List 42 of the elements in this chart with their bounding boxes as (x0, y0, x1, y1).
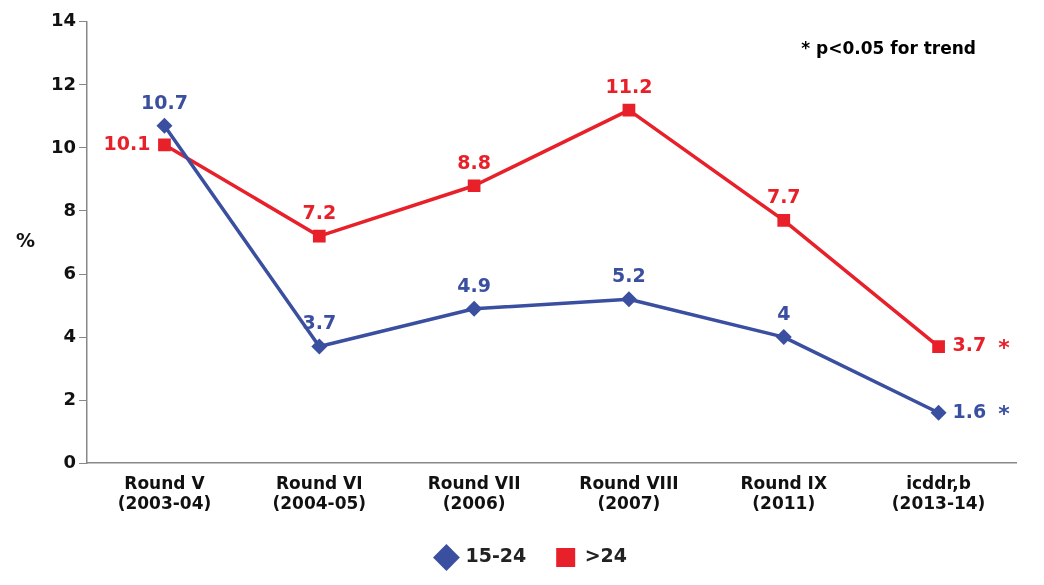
y-tick-label: 2 (63, 387, 77, 409)
x-tick-label: Round VII (2006) (427, 472, 521, 514)
point (467, 179, 481, 193)
y-tick-label: 4 (63, 324, 77, 346)
point (775, 329, 792, 346)
data-label: 4.9 (457, 273, 491, 296)
y-axis-title: % (16, 229, 36, 252)
y-tick-label: 14 (50, 9, 77, 31)
point (158, 138, 171, 152)
x-tick-label: Round VI (2004-05) (272, 472, 367, 514)
data-label: 4 (777, 302, 791, 325)
point (930, 404, 947, 421)
y-tick-label: 10 (50, 135, 77, 157)
annotation: * p<0.05 for trend (801, 38, 976, 59)
point (312, 229, 326, 243)
y-tick-label: 6 (63, 261, 77, 283)
point (466, 300, 483, 317)
data-label: 8.8 (457, 150, 491, 173)
data-label: 7.2 (302, 201, 337, 224)
data-label: 1.6 (952, 399, 987, 422)
point (620, 291, 637, 308)
annotation: * (998, 335, 1011, 361)
legend-label: >24 (584, 544, 628, 567)
y-tick-label: 0 (63, 450, 77, 472)
y-tick-label: 12 (50, 72, 77, 94)
x-tick-label: Round V (2003-04) (117, 472, 212, 514)
data-label: 10.1 (103, 131, 151, 154)
x-tick-label: icddr,b (2013-14) (891, 472, 986, 514)
data-label: 7.7 (766, 185, 801, 208)
annotation: * (998, 401, 1011, 427)
data-label: 10.7 (141, 90, 188, 113)
data-label: 3.7 (952, 333, 987, 356)
data-label: 11.2 (605, 75, 653, 98)
point (311, 338, 328, 355)
x-tick-label: Round IX (2011) (740, 472, 828, 514)
x-tick-label: Round VIII (2007) (579, 472, 679, 514)
legend-label: 15-24 (465, 544, 527, 567)
y-tick-label: 8 (63, 198, 77, 220)
point (156, 117, 173, 134)
point (777, 214, 791, 227)
data-label: 5.2 (612, 264, 646, 287)
point (932, 340, 945, 353)
